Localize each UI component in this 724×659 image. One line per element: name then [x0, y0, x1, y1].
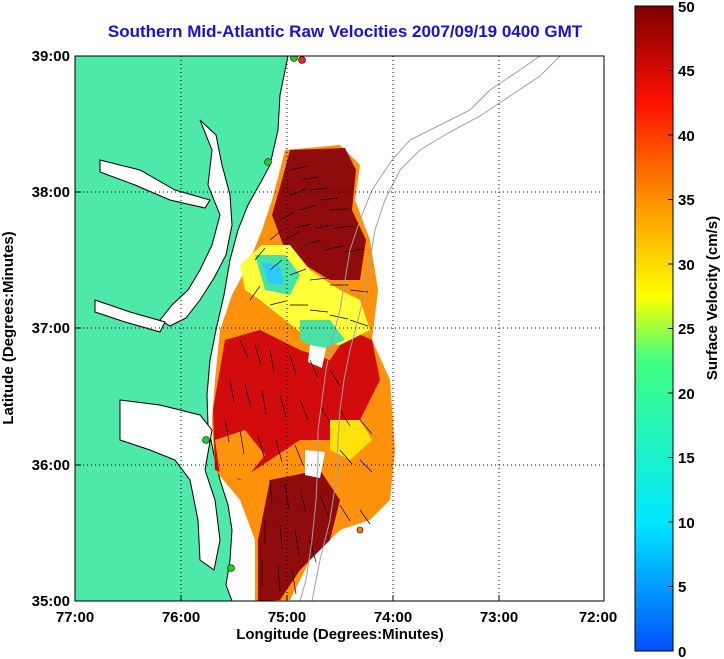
x-tick-label: 76:00 — [162, 609, 200, 626]
bay-inlet-1 — [99, 159, 211, 209]
station-marker — [290, 56, 298, 62]
bay-inlet-2 — [94, 299, 166, 333]
x-tick-label: 72:00 — [579, 609, 617, 626]
velocity-vectors — [224, 165, 373, 595]
y-axis-label: Latitude (Degrees:Minutes) — [0, 231, 17, 424]
colorbar-tick-label: 45 — [678, 63, 695, 80]
colorbar-tick-label: 50 — [678, 0, 695, 16]
map-title: Southern Mid-Atlantic Raw Velocities 200… — [107, 22, 583, 41]
y-tick-label: 36:00 — [32, 457, 70, 474]
colorbar-tick-label: 15 — [678, 450, 695, 467]
colorbar-tick-label: 5 — [678, 579, 686, 596]
colorbar-tick-label: 20 — [678, 386, 695, 403]
colorbar-tick-label: 30 — [678, 257, 695, 274]
y-tick-label: 35:00 — [32, 593, 70, 610]
x-tick-label: 74:00 — [374, 609, 412, 626]
station-marker — [298, 56, 306, 64]
x-tick-label: 75:00 — [268, 609, 306, 626]
chesapeake-bay — [159, 119, 233, 327]
x-tick-label: 77:00 — [56, 609, 94, 626]
colorbar-tick-label: 25 — [678, 321, 695, 338]
station-marker — [202, 436, 210, 444]
station-marker — [264, 158, 272, 166]
colorbar-tick-label: 35 — [678, 192, 695, 209]
grid-lines — [75, 56, 604, 601]
colorbar-ticks — [668, 5, 673, 652]
y-tick-label: 39:00 — [32, 48, 70, 65]
colorbar-tick-label: 40 — [678, 128, 695, 145]
colorbar-tick-label: 10 — [678, 515, 695, 532]
station-markers — [202, 56, 364, 572]
x-axis-label: Longitude (Degrees:Minutes) — [236, 626, 444, 643]
bathymetry-contours — [299, 56, 561, 601]
x-tick-label: 73:00 — [480, 609, 518, 626]
y-tick-label: 38:00 — [32, 184, 70, 201]
albemarle-sound — [119, 399, 221, 571]
y-tick-label: 37:00 — [32, 320, 70, 337]
colorbar-tick-label: 0 — [678, 644, 686, 659]
station-marker — [227, 564, 235, 572]
axis-ticks — [75, 191, 500, 601]
station-marker — [356, 526, 364, 534]
colorbar — [634, 5, 674, 652]
colorbar-label: Surface Velocity (cm/s) — [704, 216, 721, 380]
